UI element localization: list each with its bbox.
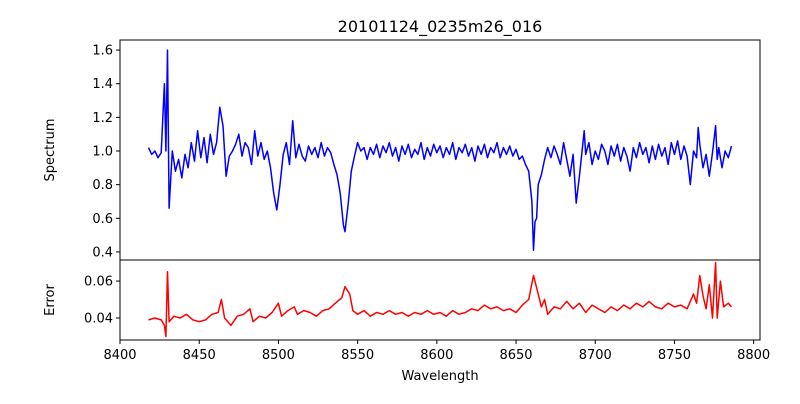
error-y-tick-label: 0.04 xyxy=(84,312,113,327)
error-series-line xyxy=(148,261,733,338)
x-tick-label: 8800 xyxy=(737,348,770,363)
spectrum-series-line xyxy=(147,49,733,251)
spectrum-y-tick-label: 1.2 xyxy=(92,111,113,126)
spectrum-y-tick-label: 0.6 xyxy=(92,212,113,227)
error-y-tick-label: 0.06 xyxy=(84,275,113,290)
spectrum-y-tick-label: 1.6 xyxy=(92,44,113,59)
spectrum-y-tick-label: 0.4 xyxy=(92,245,113,260)
x-tick-label: 8700 xyxy=(579,348,612,363)
x-tick-label: 8400 xyxy=(103,348,136,363)
x-tick-label: 8550 xyxy=(341,348,374,363)
error-y-label: Error xyxy=(43,284,58,316)
x-tick-label: 8500 xyxy=(262,348,295,363)
spectrum-y-tick-label: 0.8 xyxy=(92,178,113,193)
spectrum-y-label: Spectrum xyxy=(43,119,58,182)
x-tick-label: 8750 xyxy=(658,348,691,363)
error-axes-frame xyxy=(119,259,761,341)
spectrum-y-tick-label: 1.0 xyxy=(92,145,113,160)
x-tick-label: 8650 xyxy=(499,348,532,363)
chart-title: 20101124_0235m26_016 xyxy=(338,17,543,37)
x-tick-label: 8450 xyxy=(183,348,216,363)
x-tick-label: 8600 xyxy=(420,348,453,363)
x-axis-label: Wavelength xyxy=(401,369,478,384)
spectrum-y-tick-label: 1.4 xyxy=(92,77,113,92)
